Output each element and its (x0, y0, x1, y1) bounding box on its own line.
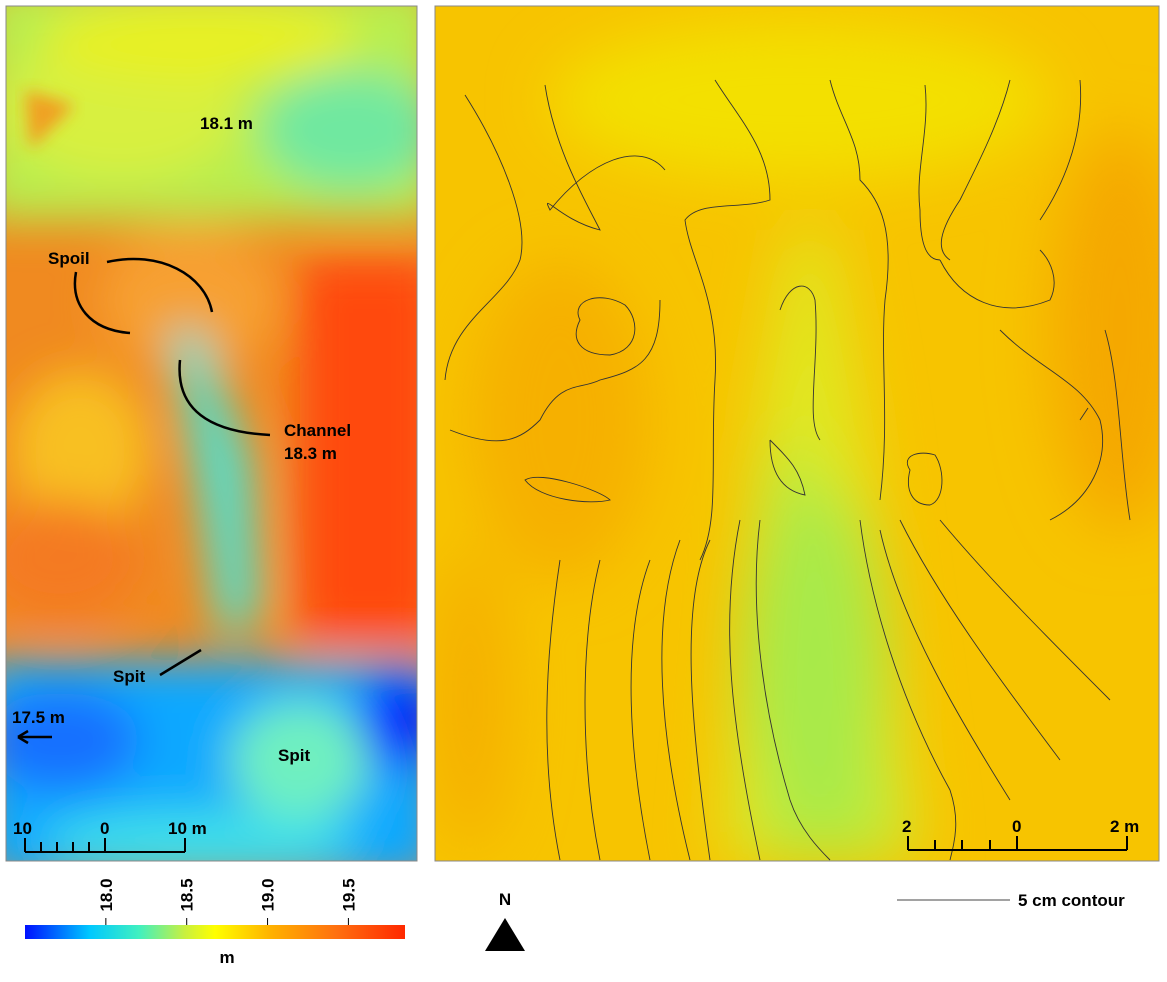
scale-bar (907, 836, 1128, 851)
detail-raster (435, 6, 1159, 861)
colorbar-tick-label: 19.0 (259, 878, 278, 911)
north-arrow (485, 918, 525, 951)
north-label: N (499, 890, 511, 909)
feature-label: Spoil (48, 249, 90, 268)
right-panel-frame (434, 5, 1160, 862)
feature-label: Spit (113, 667, 145, 686)
elevation-label: 17.5 m (12, 708, 65, 727)
feature-label: Channel (284, 421, 351, 440)
elevation-raster (6, 6, 417, 861)
scale-label: 10 m (168, 819, 207, 838)
colorbar-tick-label: 19.5 (339, 878, 358, 911)
feature-label: Spit (278, 746, 310, 765)
colorbar-tick-label: 18.5 (178, 878, 197, 911)
elevation-label: 18.1 m (200, 114, 253, 133)
scale-label: 10 (13, 819, 32, 838)
left-panel-frame (5, 5, 418, 862)
colorbar-ticks: 18.0 18.5 19.0 19.5 (97, 878, 358, 925)
scale-label: 0 (1012, 817, 1021, 836)
annotation-lines (17, 257, 271, 745)
colorbar-unit: m (219, 948, 234, 967)
scale-label: 2 (902, 817, 911, 836)
scale-label: 0 (100, 819, 109, 838)
elevation-label: 18.3 m (284, 444, 337, 463)
contour-legend-label: 5 cm contour (1018, 891, 1125, 910)
colorbar-tick-label: 18.0 (97, 878, 116, 911)
scale-bar (24, 838, 186, 853)
contours (444, 79, 1131, 861)
scale-label: 2 m (1110, 817, 1139, 836)
colorbar (25, 925, 405, 939)
